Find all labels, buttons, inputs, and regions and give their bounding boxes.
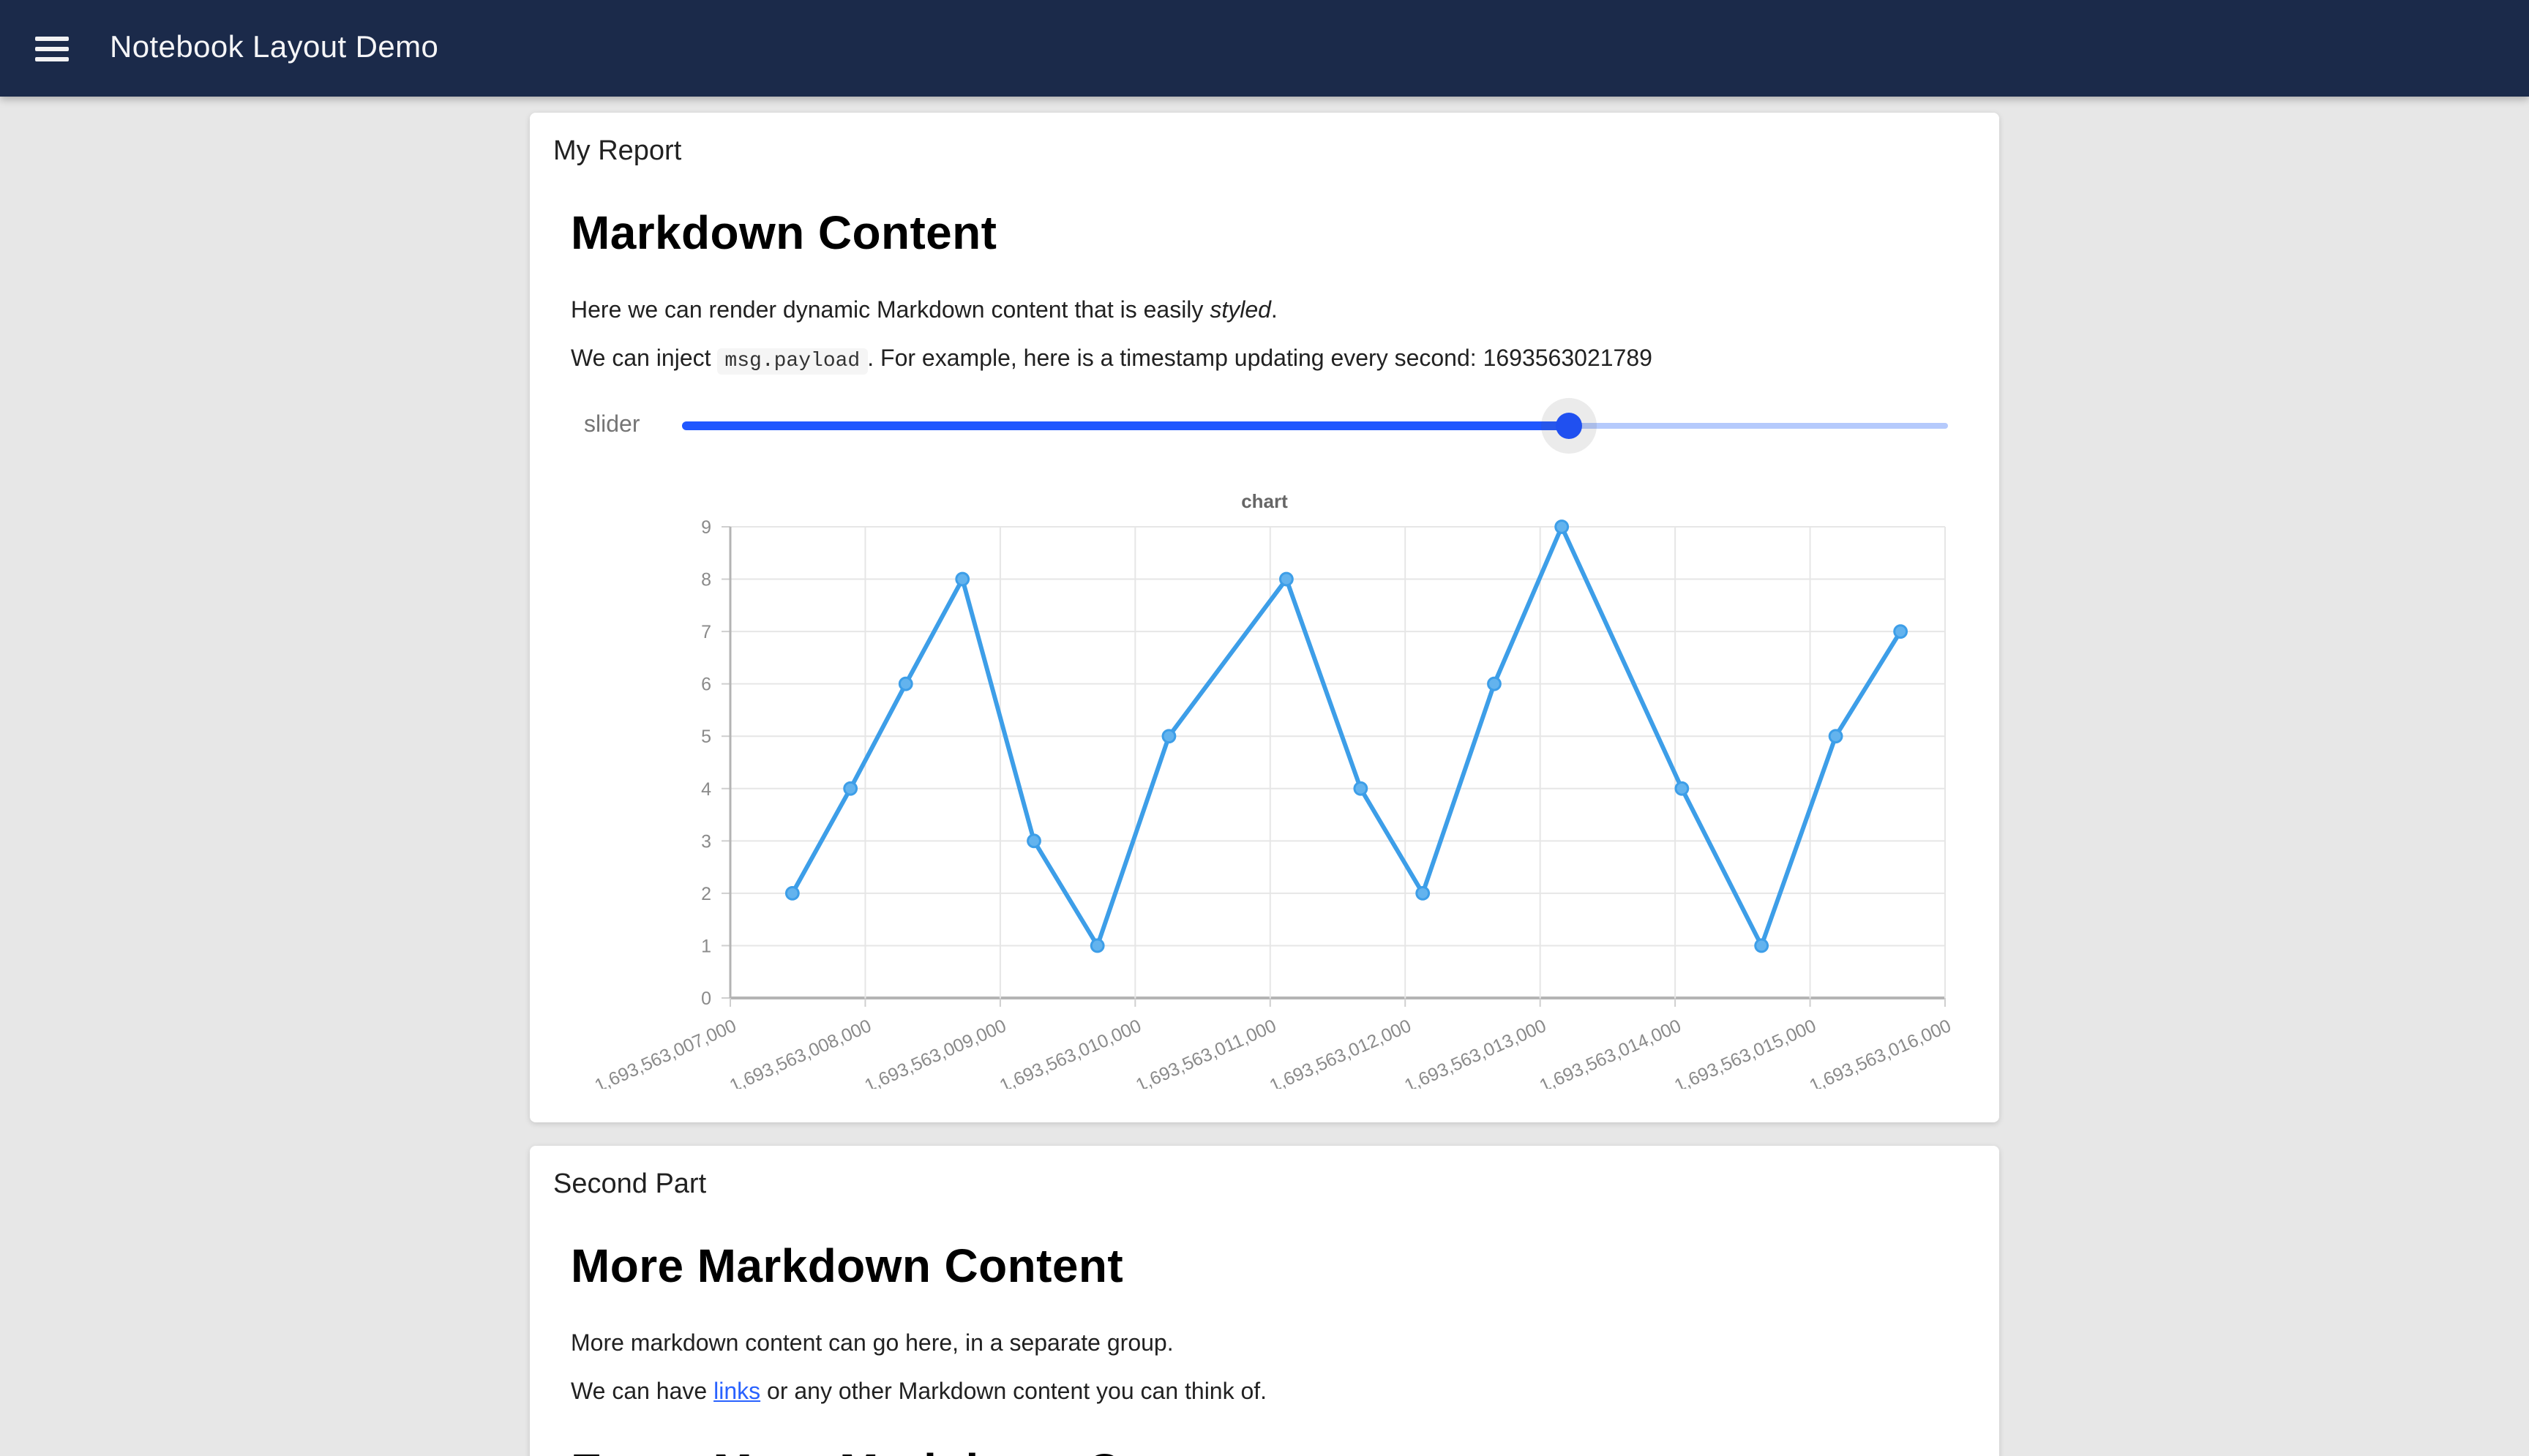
menu-icon <box>35 56 69 61</box>
svg-text:0: 0 <box>701 988 711 1009</box>
data-point[interactable] <box>1754 938 1769 953</box>
markdown-paragraph-4: We can have links or any other Markdown … <box>571 1380 1267 1405</box>
svg-text:1,693,563,008,000: 1,693,563,008,000 <box>727 1016 874 1089</box>
svg-text:1,693,563,007,000: 1,693,563,007,000 <box>592 1016 740 1089</box>
data-point[interactable] <box>1090 938 1105 953</box>
markdown-heading: Markdown Content <box>571 206 997 259</box>
svg-text:1,693,563,011,000: 1,693,563,011,000 <box>1133 1016 1279 1089</box>
chart-canvas[interactable]: 0 1 2 3 4 5 6 7 8 9 1,693,563,007,0001,693,563,008… <box>553 518 1976 1089</box>
slider-label: slider <box>584 413 640 438</box>
svg-text:2: 2 <box>701 884 711 904</box>
data-point[interactable] <box>1027 833 1041 849</box>
data-point[interactable] <box>1554 519 1570 534</box>
svg-text:6: 6 <box>701 675 711 695</box>
svg-text:8: 8 <box>701 570 711 590</box>
svg-text:7: 7 <box>701 622 711 642</box>
data-point[interactable] <box>1674 781 1690 796</box>
svg-text:3: 3 <box>701 831 711 852</box>
data-point[interactable] <box>1893 624 1908 639</box>
slider[interactable] <box>682 397 1948 455</box>
data-point[interactable] <box>1161 729 1177 744</box>
data-point[interactable] <box>1353 781 1368 796</box>
slider-thumb[interactable] <box>1555 413 1581 439</box>
svg-text:1,693,563,014,000: 1,693,563,014,000 <box>1537 1016 1685 1089</box>
markdown-paragraph-3: More markdown content can go here, in a … <box>571 1332 1174 1356</box>
markdown-heading-3: Event More Markdown Content <box>571 1444 1958 1456</box>
menu-icon <box>35 36 69 40</box>
menu-icon <box>35 46 69 50</box>
italic-word: styled <box>1210 299 1271 323</box>
markdown-heading-2: More Markdown Content <box>571 1239 1124 1292</box>
report-card: My Report Markdown Content Here we can r… <box>530 113 1999 1122</box>
main-content: My Report Markdown Content Here we can r… <box>0 97 2529 1456</box>
timestamp-value: 1693563021789 <box>1483 347 1652 372</box>
app-bar: Notebook Layout Demo <box>0 0 2529 97</box>
markdown-block-2: More Markdown Content More markdown cont… <box>553 1239 1976 1456</box>
markdown-block: Markdown Content Here we can render dyna… <box>553 206 1976 376</box>
svg-text:1,693,563,010,000: 1,693,563,010,000 <box>997 1016 1144 1089</box>
chart-widget: chart 0 1 2 3 4 5 6 7 8 9 1,693,563,007,000 1,693,5… <box>553 490 1976 1089</box>
markdown-paragraph-1: Here we can render dynamic Markdown cont… <box>571 299 1278 323</box>
data-point[interactable] <box>898 676 913 691</box>
markdown-paragraph-2: We can inject msg.payload. For example, … <box>571 347 1652 375</box>
svg-text:1,693,563,012,000: 1,693,563,012,000 <box>1267 1016 1415 1089</box>
data-point[interactable] <box>1279 571 1294 587</box>
data-point[interactable] <box>784 885 800 901</box>
svg-text:1: 1 <box>701 936 711 956</box>
svg-text:1,693,563,015,000: 1,693,563,015,000 <box>1671 1016 1819 1089</box>
code-chip: msg.payload <box>717 348 868 375</box>
app-title: Notebook Layout Demo <box>110 31 439 64</box>
slider-widget: slider <box>553 397 1976 455</box>
data-point[interactable] <box>1828 729 1843 744</box>
data-point[interactable] <box>1415 885 1431 901</box>
group-title-second-part: Second Part <box>553 1169 707 1200</box>
data-point[interactable] <box>843 781 858 796</box>
svg-text:1,693,563,009,000: 1,693,563,009,000 <box>861 1016 1009 1089</box>
svg-text:5: 5 <box>701 727 711 747</box>
svg-text:1,693,563,013,000: 1,693,563,013,000 <box>1401 1016 1549 1089</box>
data-point[interactable] <box>955 571 970 587</box>
svg-text:4: 4 <box>701 779 711 800</box>
data-point[interactable] <box>1487 676 1502 691</box>
second-card: Second Part More Markdown Content More m… <box>530 1146 1999 1456</box>
links-link[interactable]: links <box>713 1380 761 1405</box>
menu-button[interactable] <box>35 36 69 61</box>
chart-title: chart <box>1241 490 1288 512</box>
svg-text:9: 9 <box>701 518 711 538</box>
slider-fill <box>682 421 1568 430</box>
group-title-my-report: My Report <box>553 136 682 167</box>
svg-text:1,693,563,016,000: 1,693,563,016,000 <box>1807 1016 1955 1089</box>
